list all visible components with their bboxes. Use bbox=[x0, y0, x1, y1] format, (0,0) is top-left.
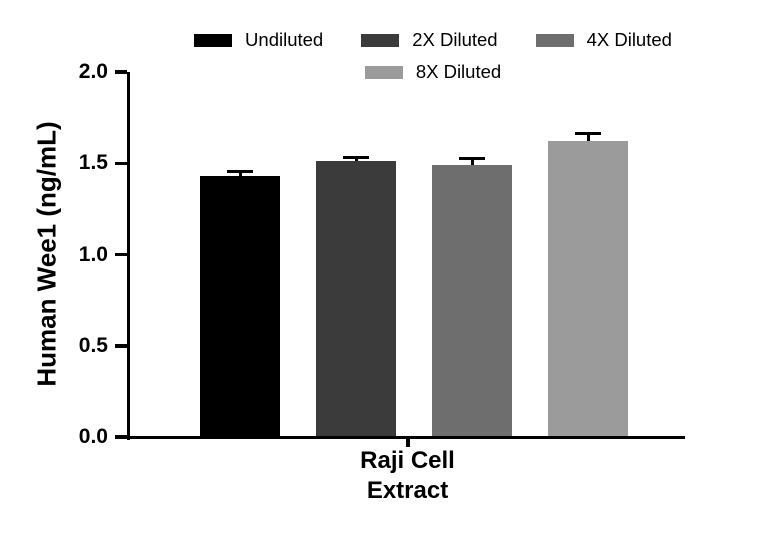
y-tick-label: 1.0 bbox=[78, 242, 108, 266]
error-bar-cap bbox=[227, 170, 253, 174]
error-bar-whisker bbox=[238, 173, 242, 177]
y-tick-label: 0.0 bbox=[78, 425, 108, 448]
legend: Undiluted 2X Diluted 4X Diluted 8X Diluted bbox=[148, 30, 718, 82]
y-tick bbox=[114, 161, 127, 165]
bar-4x-diluted bbox=[432, 165, 512, 437]
x-axis-label: Raji Cell Extract bbox=[130, 446, 685, 506]
legend-item-4x-diluted: 4X Diluted bbox=[535, 29, 672, 50]
y-tick-label: 0.5 bbox=[78, 333, 108, 357]
y-tick bbox=[114, 70, 127, 74]
y-tick bbox=[114, 435, 127, 439]
y-tick bbox=[114, 344, 127, 348]
legend-swatch bbox=[361, 33, 400, 47]
error-bar-whisker bbox=[586, 134, 590, 142]
legend-swatch bbox=[364, 65, 403, 79]
legend-label: 8X Diluted bbox=[415, 61, 502, 82]
plot-area: 0.0 0.5 1.0 1.5 2.0 bbox=[79, 60, 685, 448]
bar-undiluted bbox=[200, 176, 280, 437]
error-bar-whisker bbox=[470, 159, 474, 166]
bar-8x-diluted bbox=[548, 141, 628, 437]
x-axis-label-line2: Extract bbox=[366, 477, 449, 504]
bar-2x-diluted bbox=[316, 161, 396, 437]
y-axis-line bbox=[126, 72, 130, 440]
y-tick-label: 1.5 bbox=[78, 151, 108, 175]
error-bar-cap bbox=[575, 131, 601, 135]
error-bar-cap bbox=[459, 156, 485, 160]
legend-swatch bbox=[194, 33, 233, 47]
legend-item-2x-diluted: 2X Diluted bbox=[361, 29, 498, 50]
y-tick-label: 2.0 bbox=[78, 60, 108, 83]
legend-swatch bbox=[535, 33, 574, 47]
legend-label: 4X Diluted bbox=[586, 29, 672, 50]
legend-item-8x-diluted: 8X Diluted bbox=[364, 61, 502, 82]
x-axis-tick bbox=[406, 439, 410, 447]
x-axis-line bbox=[126, 435, 685, 439]
legend-label: Undiluted bbox=[245, 29, 324, 50]
y-tick bbox=[114, 252, 127, 257]
error-bar-cap bbox=[343, 155, 369, 159]
error-bar-whisker bbox=[354, 158, 358, 162]
legend-label: 2X Diluted bbox=[412, 29, 498, 50]
x-axis-label-line1: Raji Cell bbox=[360, 447, 455, 474]
legend-item-undiluted: Undiluted bbox=[194, 30, 323, 50]
